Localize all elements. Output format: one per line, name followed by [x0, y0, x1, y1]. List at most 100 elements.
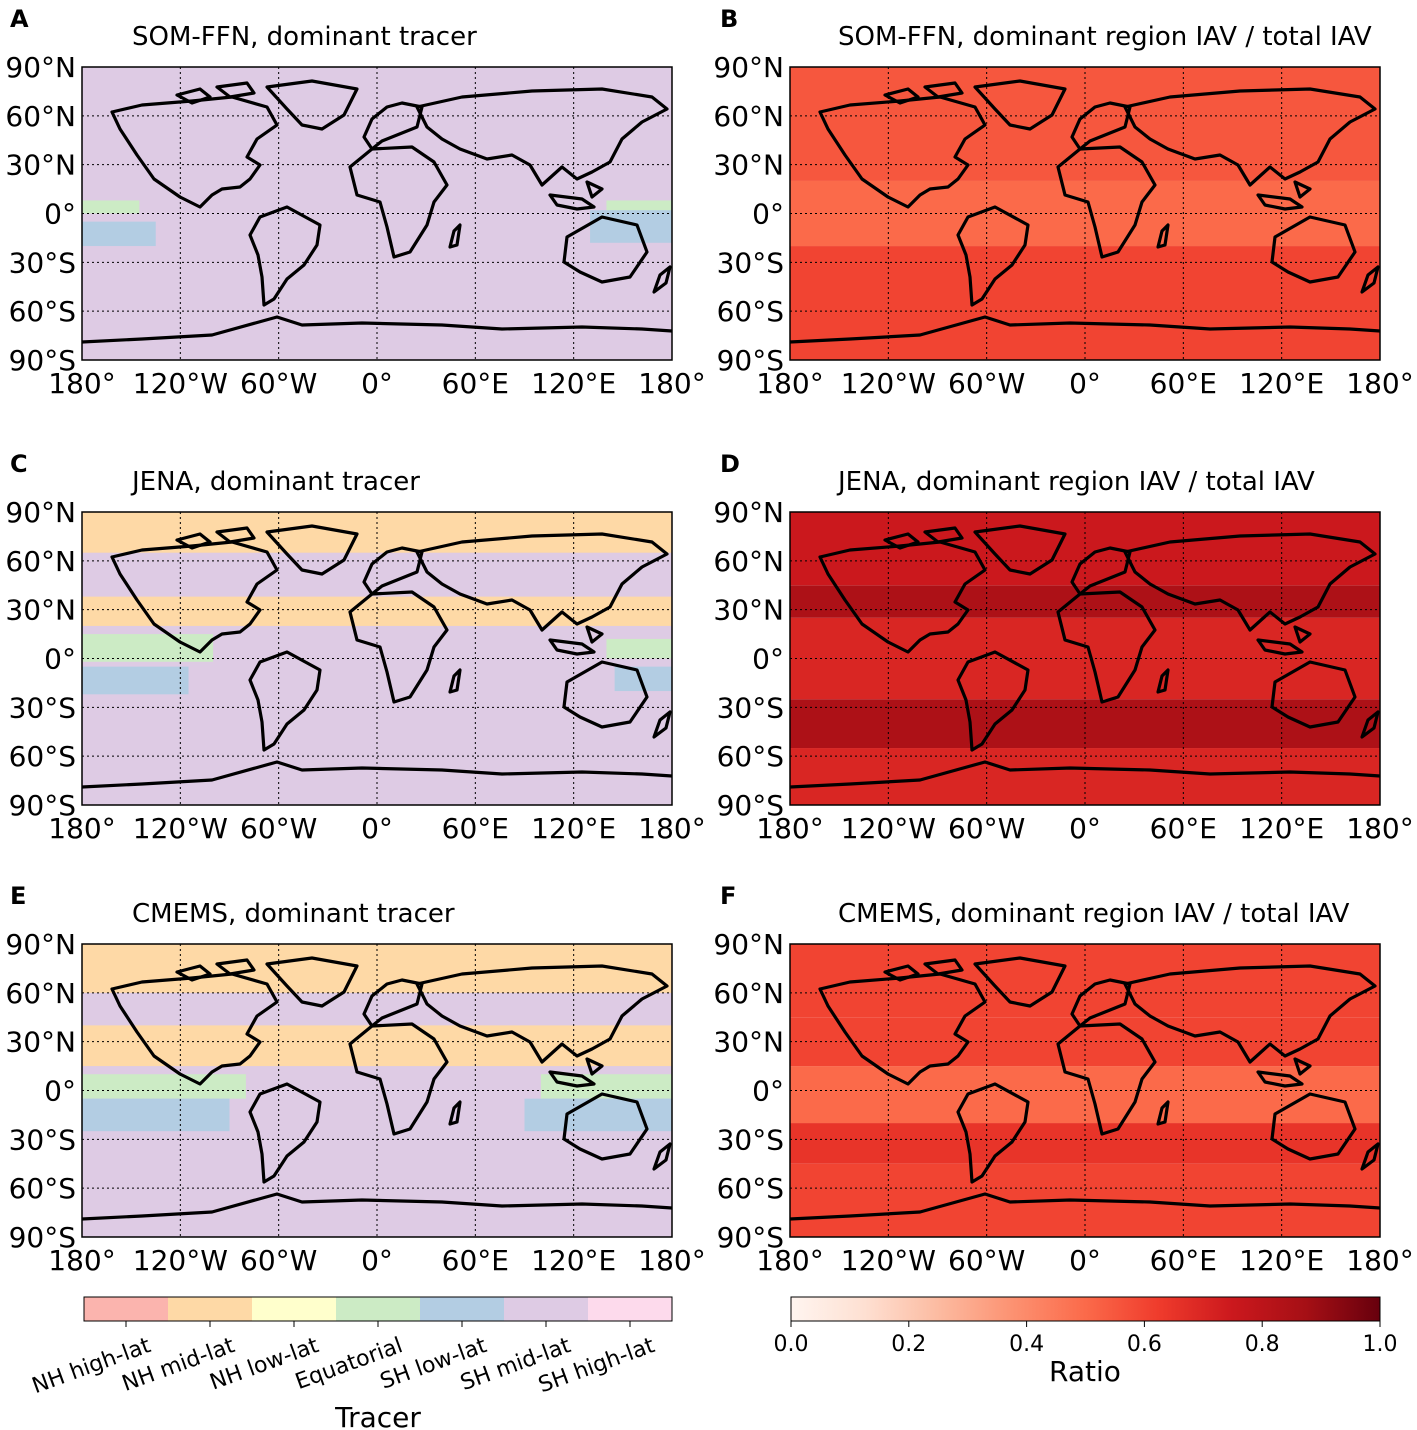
- panel-A: A SOM-FFN, dominant tracer 90°N 60°N 30°N 0° 3…: [5, 5, 705, 400]
- lat-tick-label: 60°S: [717, 740, 784, 773]
- lon-tick-label: 60°E: [1150, 1244, 1217, 1277]
- panel-letter: F: [720, 882, 736, 910]
- lat-tick-label: 30°S: [9, 246, 76, 279]
- panel-letter: B: [720, 5, 738, 33]
- lon-tick-label: 60°W: [240, 812, 317, 845]
- panel-letter: C: [10, 450, 28, 478]
- lon-tick-label: 180°: [1346, 812, 1413, 845]
- tracer-region-equatorial: [82, 1074, 246, 1099]
- ratio-tick-label: 0.8: [1245, 1332, 1280, 1357]
- tracer-swatch: [420, 1297, 504, 1321]
- tracer-region-sh-low-lat: [524, 1098, 672, 1132]
- lon-tick-label: 180°: [638, 812, 705, 845]
- panel-E: E CMEMS, dominant tracer 90°N 60°N 30°N 0° 30°…: [5, 882, 705, 1277]
- tracer-swatch: [252, 1297, 336, 1321]
- ratio-tick-label: 0.0: [774, 1332, 809, 1357]
- lon-tick-label: 180°: [48, 1244, 115, 1277]
- panel-letter: A: [10, 5, 29, 33]
- gridlines: [82, 512, 672, 805]
- lon-tick-label: 60°W: [948, 1244, 1025, 1277]
- ratio-colorbar-label: Ratio: [1049, 1355, 1121, 1388]
- panel-D: D JENA, dominant region IAV / total IAV 90…: [713, 450, 1413, 845]
- lon-tick-label: 180°: [756, 367, 823, 400]
- lat-tick-label: 90°N: [713, 51, 784, 84]
- lat-tick-label: 30°S: [717, 691, 784, 724]
- tracer-region-sh-low-lat: [82, 666, 189, 695]
- lon-tick-label: 180°: [1346, 1244, 1413, 1277]
- gridlines: [82, 944, 672, 1237]
- lat-tick-label: 30°N: [713, 149, 784, 182]
- ratio-gradient: [791, 1297, 1380, 1321]
- panel-title: CMEMS, dominant region IAV / total IAV: [838, 899, 1350, 929]
- panel-title: SOM-FFN, dominant region IAV / total IAV: [838, 22, 1372, 52]
- lat-tick-label: 90°S: [717, 789, 784, 822]
- lat-tick-label: 90°S: [9, 789, 76, 822]
- lon-tick-label: 120°W: [841, 367, 936, 400]
- lat-tick-label: 90°S: [717, 344, 784, 377]
- lat-tick-label: 60°N: [713, 545, 784, 578]
- map-frame: [789, 511, 1381, 806]
- lat-tick-label: 30°N: [713, 1026, 784, 1059]
- lat-tick-label: 90°N: [5, 928, 76, 961]
- lon-tick-label: 120°W: [133, 1244, 228, 1277]
- lat-tick-label: 0°: [752, 1075, 784, 1108]
- lat-tick-label: 0°: [752, 643, 784, 676]
- lon-tick-label: 60°E: [442, 1244, 509, 1277]
- ratio-tick-label: 0.2: [891, 1332, 926, 1357]
- lat-tick-label: 30°N: [5, 149, 76, 182]
- lon-tick-label: 120°E: [1239, 367, 1324, 400]
- map-frame: [81, 943, 673, 1238]
- lon-tick-label: 60°W: [948, 812, 1025, 845]
- lon-tick-label: 60°E: [442, 367, 509, 400]
- lon-tick-label: 120°E: [531, 367, 616, 400]
- tracer-swatch: [168, 1297, 252, 1321]
- lon-tick-label: 180°: [638, 1244, 705, 1277]
- lon-tick-label: 60°W: [240, 1244, 317, 1277]
- lat-tick-label: 60°S: [717, 1172, 784, 1205]
- tracer-region-sh-low-lat: [82, 1098, 230, 1132]
- lat-tick-label: 30°S: [9, 691, 76, 724]
- lon-tick-label: 0°: [1069, 1244, 1101, 1277]
- lon-tick-label: 60°W: [240, 367, 317, 400]
- lat-tick-label: 90°N: [5, 496, 76, 529]
- panel-letter: D: [720, 450, 740, 478]
- panel-title: JENA, dominant tracer: [130, 467, 420, 497]
- gridlines: [790, 944, 1380, 1237]
- lon-tick-label: 60°E: [442, 812, 509, 845]
- map-frame: [81, 511, 673, 806]
- lon-tick-label: 0°: [1069, 367, 1101, 400]
- lat-tick-label: 60°N: [713, 977, 784, 1010]
- lat-tick-label: 60°N: [5, 977, 76, 1010]
- lat-tick-label: 0°: [44, 643, 76, 676]
- ratio-tick-label: 0.6: [1127, 1332, 1162, 1357]
- ratio-tick-label: 0.4: [1009, 1332, 1044, 1357]
- lat-tick-label: 30°S: [717, 246, 784, 279]
- lon-tick-label: 180°: [1346, 367, 1413, 400]
- panel-C: C JENA, dominant tracer 90°N 60°N 30°N 0° 30°S…: [5, 450, 705, 845]
- lat-tick-label: 0°: [752, 198, 784, 231]
- lat-tick-label: 90°N: [713, 928, 784, 961]
- panel-letter: E: [10, 882, 26, 910]
- lon-tick-label: 120°E: [1239, 1244, 1324, 1277]
- lat-tick-label: 30°N: [5, 1026, 76, 1059]
- lat-tick-label: 30°N: [713, 594, 784, 627]
- lon-tick-label: 120°W: [133, 812, 228, 845]
- lat-tick-label: 60°S: [9, 1172, 76, 1205]
- lon-tick-label: 180°: [48, 367, 115, 400]
- lat-tick-label: 90°S: [9, 344, 76, 377]
- lon-tick-label: 60°W: [948, 367, 1025, 400]
- lon-tick-label: 0°: [361, 367, 393, 400]
- lon-tick-label: 60°E: [1150, 367, 1217, 400]
- lon-tick-label: 120°W: [841, 1244, 936, 1277]
- lon-tick-label: 120°E: [531, 1244, 616, 1277]
- gridlines: [790, 512, 1380, 805]
- tracer-region-equatorial: [82, 200, 140, 214]
- lon-tick-label: 120°W: [841, 812, 936, 845]
- lat-tick-label: 60°N: [713, 100, 784, 133]
- lon-tick-label: 120°E: [1239, 812, 1324, 845]
- lon-tick-label: 0°: [1069, 812, 1101, 845]
- ratio-colorbar: 0.0 0.2 0.4 0.6 0.8 1.0 Ratio: [774, 1296, 1398, 1388]
- panel-title: SOM-FFN, dominant tracer: [132, 22, 477, 52]
- lat-tick-label: 60°S: [9, 740, 76, 773]
